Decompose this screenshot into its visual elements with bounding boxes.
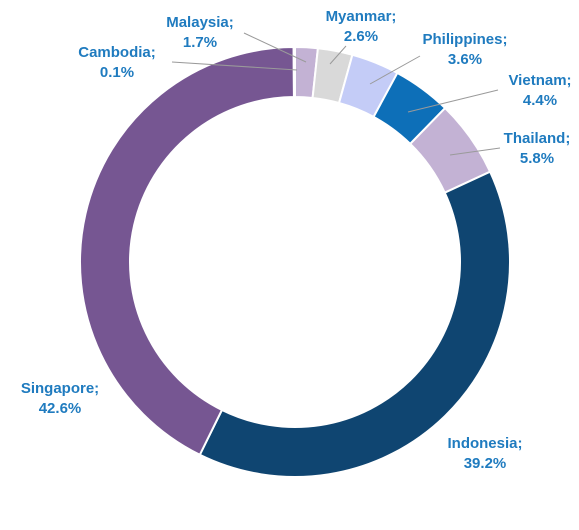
slice-cambodia <box>292 45 296 99</box>
slice-name-label-cambodia: Cambodia; <box>78 44 156 61</box>
leader-line-vietnam <box>407 89 499 113</box>
leader-line-cambodia <box>171 61 298 71</box>
slice-singapore <box>79 45 295 457</box>
slice-value-label-myanmar: 2.6% <box>344 28 378 45</box>
slice-value-label-malaysia: 1.7% <box>183 34 217 51</box>
leader-line-philippines <box>369 55 421 85</box>
leader-line-thailand <box>449 147 501 156</box>
slice-value-label-cambodia: 0.1% <box>100 64 134 81</box>
slice-value-label-thailand: 5.8% <box>520 150 554 167</box>
slice-value-label-indonesia: 39.2% <box>464 455 507 472</box>
slice-name-label-vietnam: Vietnam; <box>508 72 571 89</box>
slice-indonesia <box>198 170 511 478</box>
slice-name-label-singapore: Singapore; <box>21 380 99 397</box>
leader-line-myanmar <box>329 45 347 65</box>
slice-name-label-malaysia: Malaysia; <box>166 14 234 31</box>
slice-name-label-myanmar: Myanmar; <box>326 8 397 25</box>
slice-value-label-singapore: 42.6% <box>39 400 82 417</box>
slice-name-label-philippines: Philippines; <box>422 31 507 48</box>
slice-value-label-vietnam: 4.4% <box>523 92 557 109</box>
slice-name-label-indonesia: Indonesia; <box>447 435 522 452</box>
slice-value-label-philippines: 3.6% <box>448 51 482 68</box>
slice-name-label-thailand: Thailand; <box>504 130 571 147</box>
leader-line-malaysia <box>243 32 307 63</box>
